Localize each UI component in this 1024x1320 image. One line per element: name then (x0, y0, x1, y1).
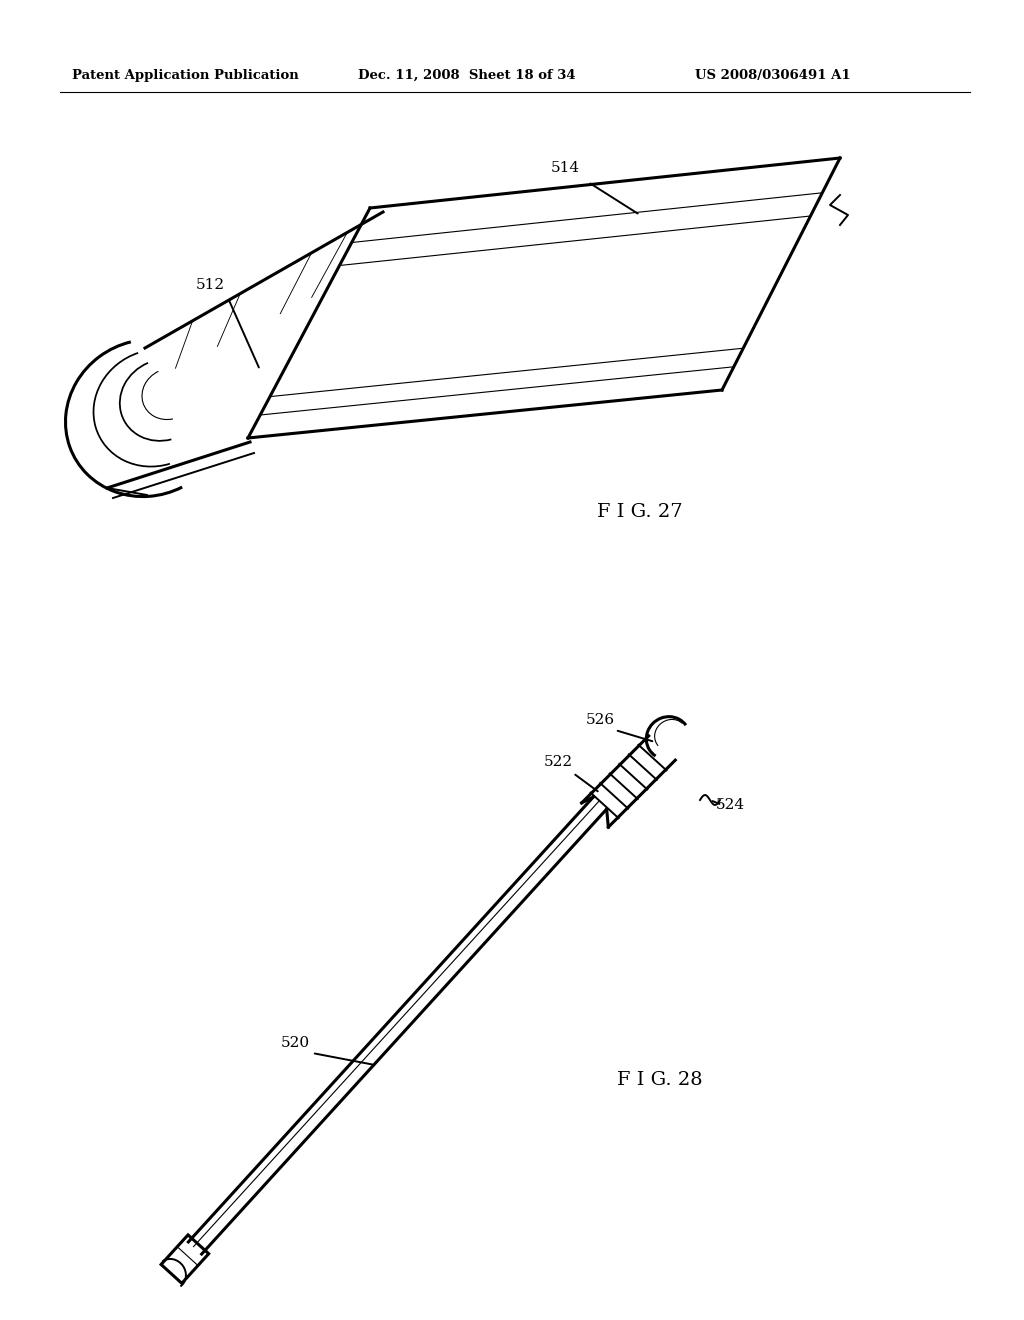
Text: F I G. 28: F I G. 28 (617, 1071, 702, 1089)
Text: Dec. 11, 2008  Sheet 18 of 34: Dec. 11, 2008 Sheet 18 of 34 (358, 69, 575, 82)
Text: F I G. 27: F I G. 27 (597, 503, 683, 521)
Text: 512: 512 (196, 279, 224, 292)
Text: 522: 522 (544, 755, 572, 770)
Text: 520: 520 (281, 1036, 309, 1049)
Text: 524: 524 (716, 799, 744, 812)
Text: US 2008/0306491 A1: US 2008/0306491 A1 (695, 69, 851, 82)
Text: Patent Application Publication: Patent Application Publication (72, 69, 299, 82)
Text: 514: 514 (551, 161, 580, 176)
Text: 526: 526 (586, 713, 614, 727)
